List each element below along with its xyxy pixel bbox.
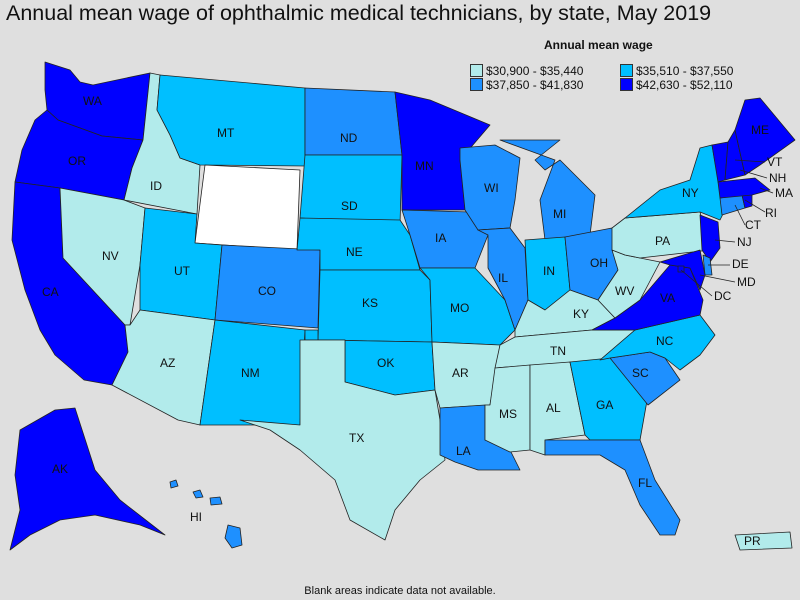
- label-mt: MT: [217, 126, 235, 140]
- label-md: MD: [737, 275, 756, 289]
- label-oh: OH: [590, 256, 608, 270]
- label-ks: KS: [362, 296, 378, 310]
- state-hi-4[interactable]: [224, 524, 243, 549]
- label-dc: DC: [714, 289, 732, 303]
- legend-item-3: $37,850 - $41,830: [470, 78, 583, 92]
- state-ma[interactable]: [717, 177, 771, 199]
- label-ga: GA: [596, 398, 613, 412]
- label-ms: MS: [499, 407, 517, 421]
- label-me: ME: [751, 123, 769, 137]
- leader-dc: [680, 269, 713, 297]
- state-dc[interactable]: [677, 265, 685, 273]
- label-tn: TN: [550, 344, 566, 358]
- label-wv: WV: [615, 284, 634, 298]
- state-me[interactable]: [734, 97, 796, 176]
- leader-nj: [714, 239, 736, 243]
- label-sd: SD: [341, 199, 358, 213]
- label-ky: KY: [573, 307, 589, 321]
- state-hi-3[interactable]: [209, 496, 223, 506]
- label-ny: NY: [682, 186, 699, 200]
- label-nh: NH: [769, 171, 786, 185]
- state-nv[interactable]: [59, 187, 146, 326]
- footnote: Blank areas indicate data not available.: [304, 585, 496, 597]
- state-ny[interactable]: [624, 144, 726, 221]
- label-il: IL: [498, 271, 508, 285]
- leader-vt: [734, 159, 766, 163]
- label-ct: CT: [745, 218, 762, 232]
- label-ne: NE: [346, 245, 363, 259]
- legend-swatch-2: [620, 64, 633, 77]
- leader-md: [699, 274, 736, 283]
- label-wa: WA: [83, 94, 102, 108]
- label-tx: TX: [349, 431, 364, 445]
- map-title: Annual mean wage of ophthalmic medical t…: [6, 1, 712, 25]
- leader-ct: [734, 204, 746, 226]
- label-de: DE: [732, 257, 749, 271]
- label-az: AZ: [160, 356, 175, 370]
- label-nv: NV: [102, 249, 119, 263]
- state-mi[interactable]: [499, 139, 596, 241]
- label-nj: NJ: [737, 235, 752, 249]
- state-hi-2[interactable]: [192, 489, 204, 499]
- label-fl: FL: [638, 476, 652, 490]
- state-sd[interactable]: [299, 154, 403, 226]
- label-wi: WI: [484, 181, 499, 195]
- label-mn: MN: [415, 159, 434, 173]
- label-nd: ND: [340, 131, 358, 145]
- label-ut: UT: [174, 264, 191, 278]
- label-ma: MA: [775, 186, 793, 200]
- state-de[interactable]: [702, 254, 713, 276]
- label-ar: AR: [452, 366, 469, 380]
- label-or: OR: [68, 154, 86, 168]
- label-ok: OK: [377, 356, 394, 370]
- state-mt[interactable]: [156, 74, 306, 167]
- legend-label-4: $42,630 - $52,110: [636, 78, 733, 92]
- legend-label-1: $30,900 - $35,440: [486, 64, 584, 78]
- label-al: AL: [546, 401, 561, 415]
- state-pr[interactable]: [734, 531, 793, 551]
- label-hi: HI: [190, 510, 202, 524]
- state-hi-1[interactable]: [169, 479, 179, 489]
- label-ak: AK: [52, 462, 68, 476]
- legend-swatch-1: [470, 64, 483, 77]
- leader-ma: [759, 187, 774, 194]
- legend-swatch-3: [470, 78, 483, 91]
- state-mo[interactable]: [419, 267, 516, 346]
- label-in: IN: [543, 264, 555, 278]
- label-pa: PA: [655, 234, 670, 248]
- state-tx[interactable]: [239, 339, 446, 541]
- legend-item-1: $30,900 - $35,440: [470, 64, 583, 78]
- legend-title: Annual mean wage: [544, 38, 653, 52]
- label-sc: SC: [632, 366, 649, 380]
- label-nc: NC: [656, 334, 674, 348]
- label-ia: IA: [435, 231, 446, 245]
- legend-swatch-4: [620, 78, 633, 91]
- state-md[interactable]: [659, 249, 706, 291]
- state-fl[interactable]: [544, 439, 681, 536]
- label-la: LA: [456, 444, 471, 458]
- state-nj[interactable]: [699, 214, 721, 263]
- label-nm: NM: [241, 366, 260, 380]
- label-id: ID: [150, 179, 162, 193]
- label-ri: RI: [765, 206, 777, 220]
- leader-ri: [744, 199, 766, 213]
- legend-label-3: $37,850 - $41,830: [486, 78, 584, 92]
- label-ca: CA: [42, 285, 59, 299]
- label-pr: PR: [744, 534, 761, 548]
- label-va: VA: [660, 291, 675, 305]
- legend-item-2: $35,510 - $37,550: [620, 64, 733, 78]
- label-vt: VT: [767, 155, 783, 169]
- leader-nh: [739, 169, 768, 179]
- label-co: CO: [258, 284, 276, 298]
- label-mi: MI: [553, 207, 566, 221]
- state-ak[interactable]: [9, 407, 166, 551]
- label-mo: MO: [450, 301, 469, 315]
- legend-label-2: $35,510 - $37,550: [636, 64, 734, 78]
- legend-item-4: $42,630 - $52,110: [620, 78, 733, 92]
- state-wy: [194, 164, 301, 251]
